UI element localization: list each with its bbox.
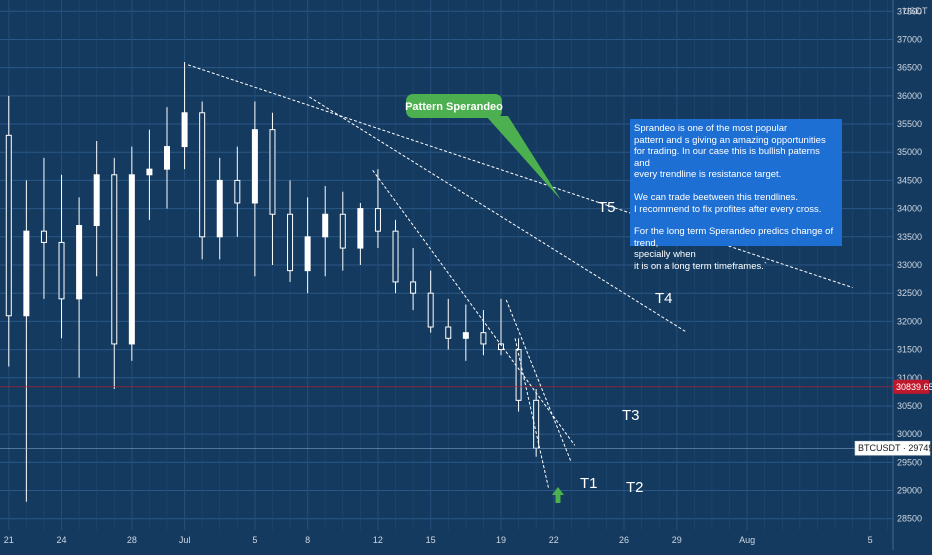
candle-body <box>58 241 65 300</box>
x-tick-label: 26 <box>619 535 629 545</box>
y-tick-label: 29000 <box>897 486 922 496</box>
y-tick-label: 37000 <box>897 34 922 44</box>
candle-body <box>339 213 346 249</box>
x-tick-label: 5 <box>868 535 873 545</box>
candle-body <box>462 332 469 339</box>
price-tag <box>854 440 931 456</box>
candle-body <box>234 179 241 204</box>
trendline-label-t2: T2 <box>626 479 644 496</box>
trendline-t1 <box>514 338 549 488</box>
note-paragraph-3: For the long term Sperandeo predics chan… <box>634 226 834 272</box>
candle-body <box>287 213 294 272</box>
x-tick-label: 12 <box>373 535 383 545</box>
y-tick-label: 31500 <box>897 345 922 355</box>
callout-box <box>406 94 502 118</box>
candle-body <box>497 343 504 351</box>
candle-body <box>163 146 170 170</box>
y-axis: 28500 29000 29500 30000 30500 31000 31500 32000… <box>892 0 932 550</box>
candle-body <box>410 281 417 294</box>
price-tag-text: BTCUSDT · 29749.98 <box>858 443 932 453</box>
candle-body <box>392 230 399 283</box>
trendline-label-t5: T5 <box>598 199 616 216</box>
y-tick-label: 28500 <box>897 514 922 524</box>
candle-body <box>216 179 223 238</box>
trendline-t5 <box>187 64 853 289</box>
x-tick-label: Jul <box>179 535 191 545</box>
candle-body <box>357 208 364 249</box>
candle-body <box>5 134 12 317</box>
analysis-note: Sprandeo is one of the most popular patt… <box>630 119 842 272</box>
x-tick-label: 22 <box>549 535 559 545</box>
candle-body <box>251 129 258 204</box>
price-tag <box>893 379 929 394</box>
y-tick-label: 30000 <box>897 429 922 439</box>
candle-body <box>427 292 434 328</box>
y-tick-label: 32500 <box>897 288 922 298</box>
x-tick-label: 21 <box>4 535 14 545</box>
candle-body <box>181 112 188 148</box>
note-paragraph-2: We can trade beetween this trendlines. I… <box>634 191 822 215</box>
candle-body <box>111 174 118 345</box>
x-tick-label: 5 <box>252 535 257 545</box>
x-tick-label: Aug <box>739 535 755 545</box>
trendline-label-t3: T3 <box>622 407 640 424</box>
candle-body <box>146 168 153 176</box>
y-tick-label: 36000 <box>897 91 922 101</box>
candles <box>5 62 540 502</box>
trendline-label-t4: T4 <box>655 290 673 307</box>
y-tick-label: 31000 <box>897 373 922 383</box>
candle-body <box>269 129 276 215</box>
y-tick-label: 29500 <box>897 457 922 467</box>
price-tags: 30839.65 BTCUSDT · 29749.98 <box>0 379 932 456</box>
note-paragraph-1: Sprandeo is one of the most popular patt… <box>634 123 826 181</box>
candle-body <box>76 225 83 300</box>
x-tick-label: 19 <box>496 535 506 545</box>
y-tick-label: 36500 <box>897 63 922 73</box>
trendline-label-t1: T1 <box>580 475 598 492</box>
y-tick-label: 34000 <box>897 204 922 214</box>
y-tick-label: 34500 <box>897 175 922 185</box>
candle-body <box>128 174 135 345</box>
up-arrow-icon <box>552 487 564 503</box>
price-tag-text: 30839.65 <box>896 382 932 392</box>
trendline-t4 <box>309 96 686 332</box>
y-tick-label: 33000 <box>897 260 922 270</box>
candle-body <box>23 230 30 317</box>
trendline-t3 <box>372 169 576 446</box>
y-tick-label: 35500 <box>897 119 922 129</box>
x-tick-label: 29 <box>672 535 682 545</box>
candle-body <box>93 174 100 227</box>
candle-body <box>445 326 452 339</box>
candle-body <box>374 208 381 232</box>
candle-body <box>304 236 311 272</box>
y-tick-label: 32000 <box>897 316 922 326</box>
candle-body <box>480 332 487 345</box>
y-tick-label: 37500 <box>897 6 922 16</box>
callout-pointer <box>486 116 561 200</box>
candle-body <box>199 112 206 238</box>
x-axis: 21 24 28 Jul 5 8 12 15 19 22 26 29 Aug 5 <box>4 535 873 545</box>
x-tick-label: 24 <box>57 535 67 545</box>
currency-label: USDT <box>903 6 928 16</box>
y-axis-panel <box>893 0 932 550</box>
x-tick-label: 15 <box>426 535 436 545</box>
pattern-callout: Pattern Sperandeo <box>405 94 561 200</box>
y-tick-label: 30500 <box>897 401 922 411</box>
x-tick-label: 8 <box>305 535 310 545</box>
candle-body <box>515 349 522 401</box>
trendlines: T5 T4 T3 T2 T1 <box>187 64 853 496</box>
y-tick-label: 35000 <box>897 147 922 157</box>
candle-body <box>322 213 329 238</box>
x-tick-label: 28 <box>127 535 137 545</box>
callout-text: Pattern Sperandeo <box>405 101 503 113</box>
trendline-t2 <box>505 299 572 463</box>
candle-body <box>40 230 47 243</box>
y-tick-label: 33500 <box>897 232 922 242</box>
